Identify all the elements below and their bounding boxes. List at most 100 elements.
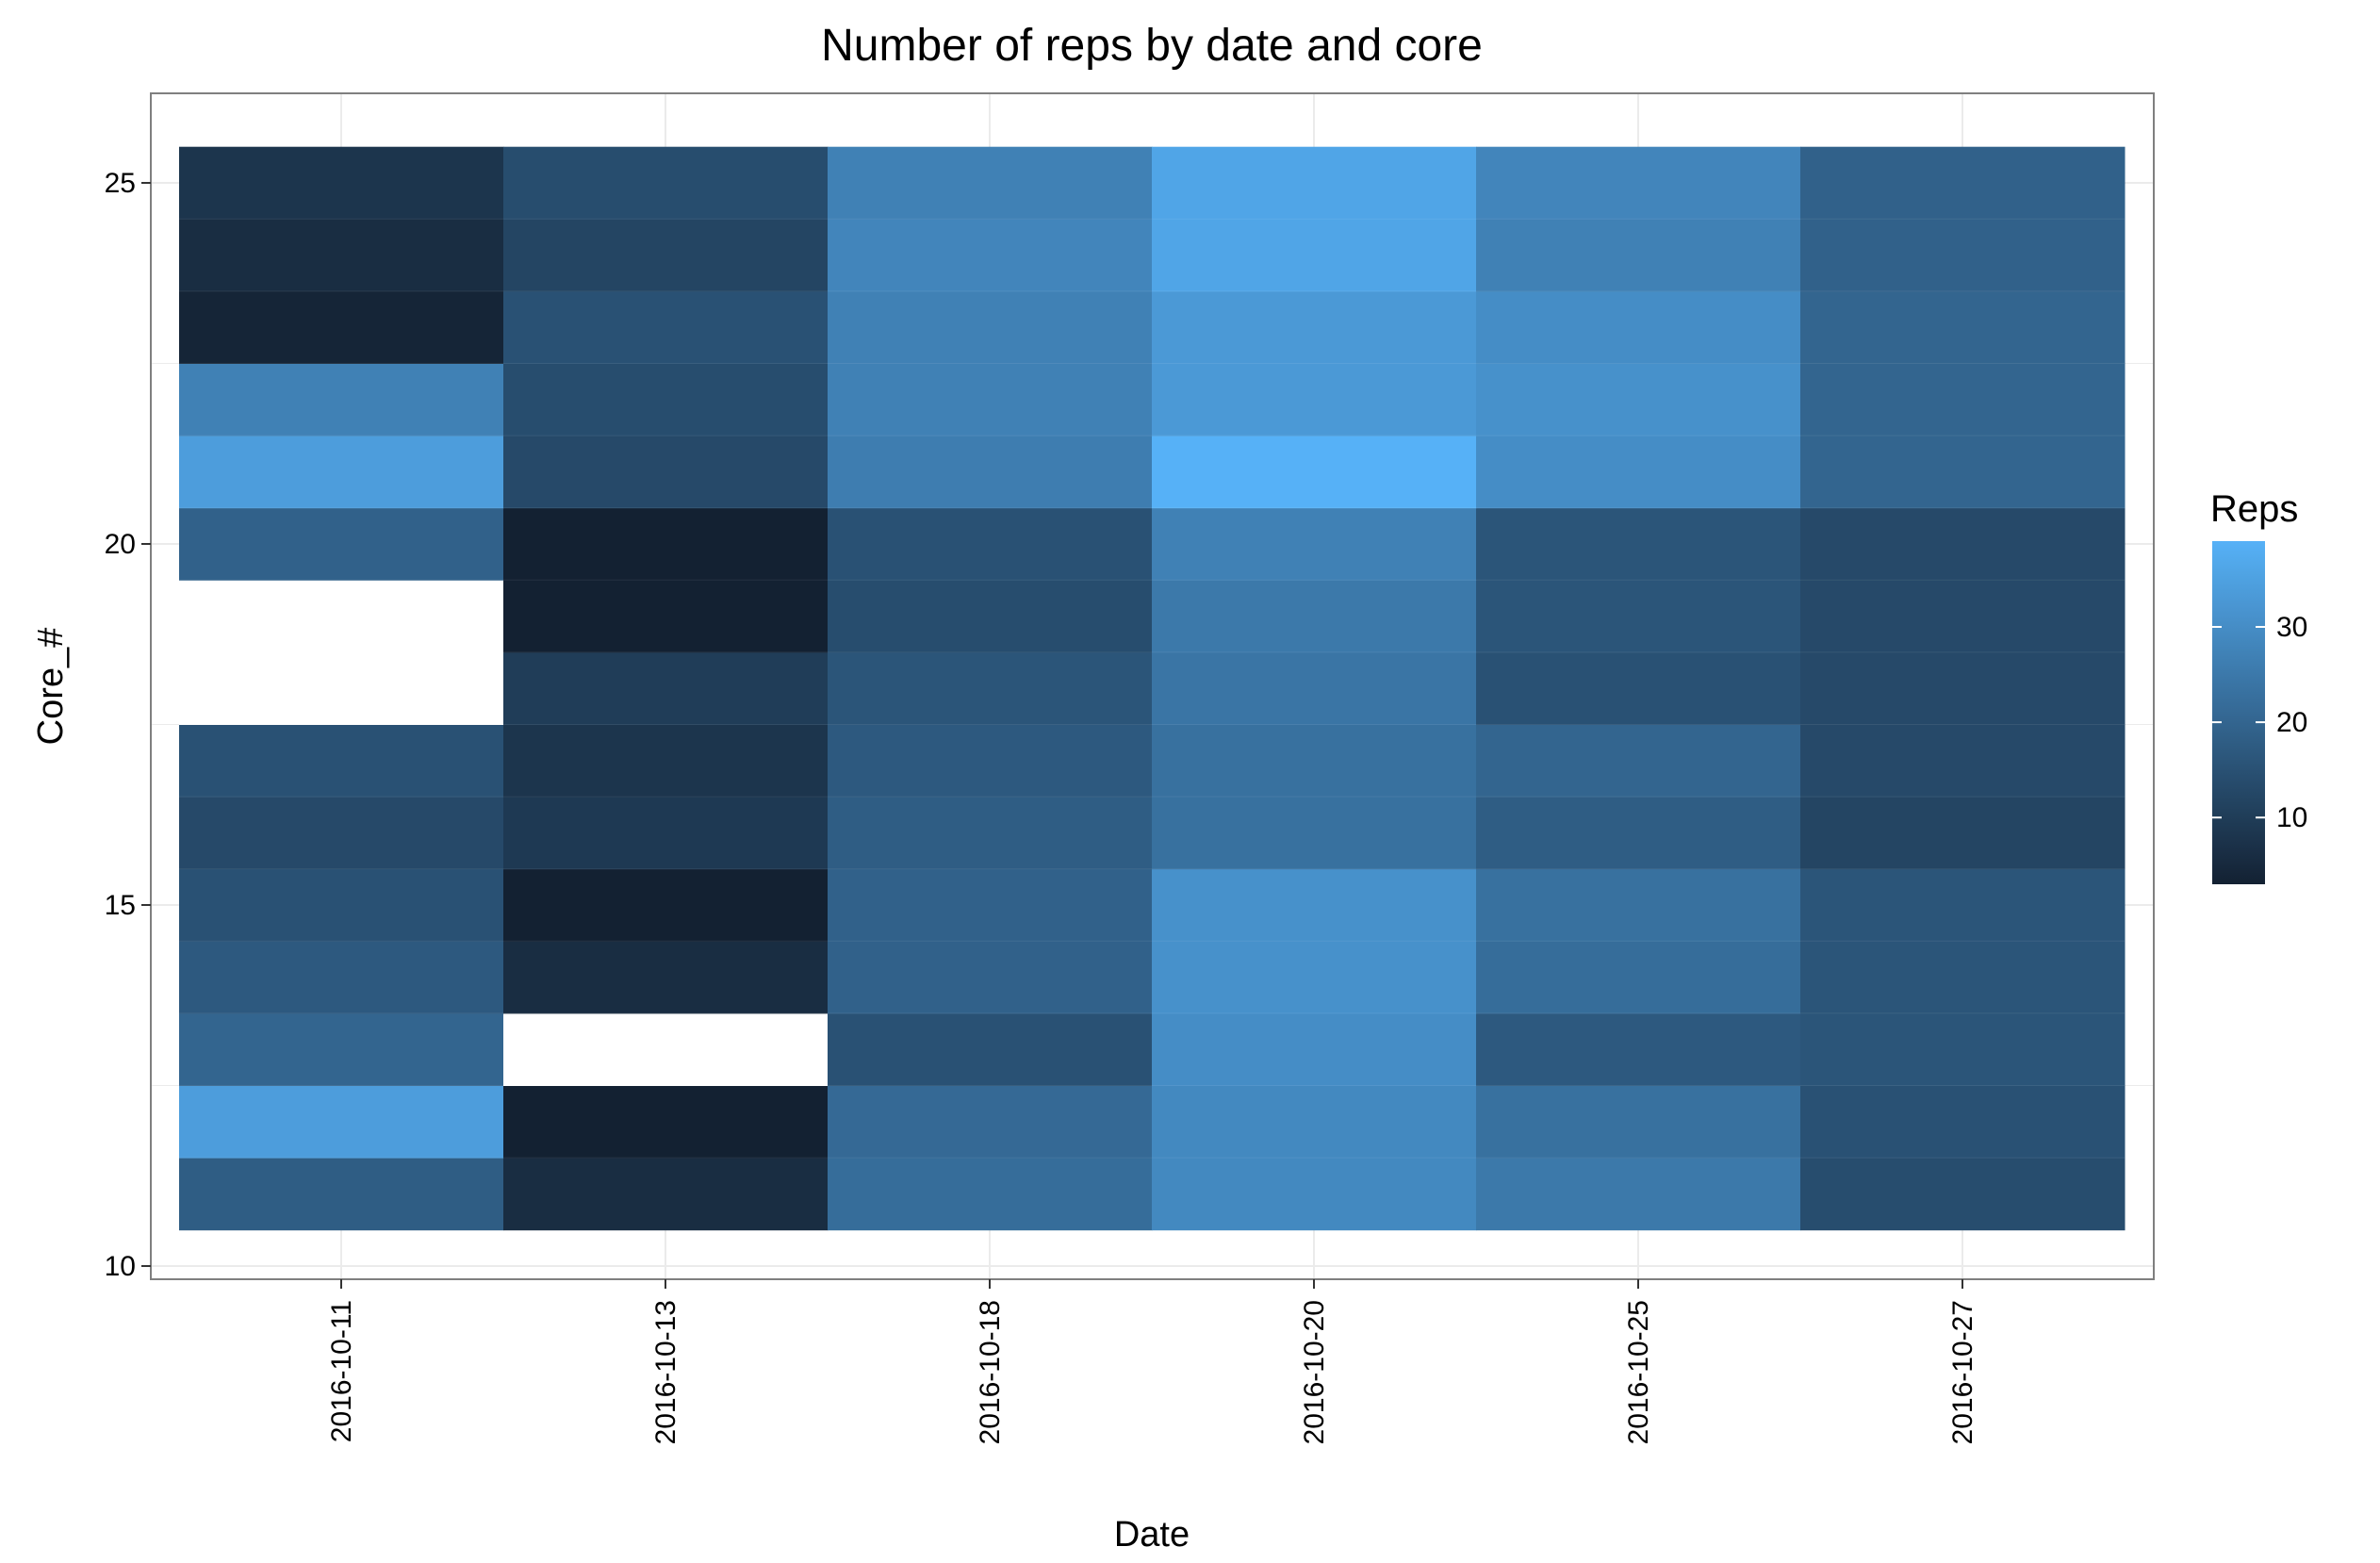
heatmap-cell <box>1152 941 1477 1014</box>
y-axis-title: Core_# <box>31 628 71 746</box>
chart-title: Number of reps by date and core <box>821 21 1483 71</box>
heatmap-cell <box>503 1158 829 1231</box>
x-tick-label: 2016-10-18 <box>975 1300 1006 1444</box>
heatmap-cell <box>828 436 1153 509</box>
x-axis: 2016-10-11 2016-10-13 2016-10-18 2016-10-20… <box>326 1279 1978 1444</box>
heatmap-cell <box>1152 290 1477 364</box>
heatmap-cell <box>1476 436 1801 509</box>
heatmap-cell <box>503 363 829 436</box>
heatmap-cell <box>1152 146 1477 220</box>
heatmap-cell <box>503 219 829 292</box>
heatmap-cell <box>1476 1012 1801 1086</box>
heatmap-cell <box>503 797 829 870</box>
heatmap-cell <box>503 1012 829 1086</box>
heatmap-cell <box>1800 363 2126 436</box>
heatmap-cell <box>1476 219 1801 292</box>
x-tick-label: 2016-10-20 <box>1299 1300 1330 1444</box>
x-tick-label: 2016-10-13 <box>650 1300 681 1444</box>
heatmap-cell <box>1152 1158 1477 1231</box>
heatmap-cell <box>1476 363 1801 436</box>
heatmap-cell <box>1476 941 1801 1014</box>
legend-tick-label: 30 <box>2276 612 2307 643</box>
legend: Reps 10 20 30 <box>2210 488 2307 884</box>
heatmap-cell <box>828 219 1153 292</box>
heatmap-cell <box>828 363 1153 436</box>
heatmap-cell <box>179 290 504 364</box>
heatmap-cell <box>828 724 1153 798</box>
heatmap-cell <box>1476 868 1801 942</box>
heatmap-cell <box>1800 941 2126 1014</box>
heatmap-cell <box>1152 797 1477 870</box>
heatmap-cell <box>179 724 504 798</box>
heatmap-cell <box>1476 1158 1801 1231</box>
heatmap-cell <box>503 507 829 581</box>
heatmap-cell <box>179 1158 504 1231</box>
heatmap-cell <box>1800 868 2126 942</box>
legend-tick-label: 20 <box>2276 707 2307 738</box>
heatmap-cell <box>828 1012 1153 1086</box>
legend-ticks: 10 20 30 <box>2212 612 2307 833</box>
heatmap-cell <box>179 797 504 870</box>
heatmap-cell <box>1800 797 2126 870</box>
heatmap-cell <box>1152 1012 1477 1086</box>
heatmap-cell <box>1800 146 2126 220</box>
heatmap-cell <box>1476 290 1801 364</box>
x-tick-label: 2016-10-11 <box>326 1300 357 1442</box>
heatmap-cell <box>179 436 504 509</box>
heatmap-cell <box>1152 436 1477 509</box>
heatmap-cell <box>179 580 504 653</box>
heatmap-cell <box>179 941 504 1014</box>
heatmap-cell <box>1800 724 2126 798</box>
y-tick-label: 25 <box>105 168 136 199</box>
heatmap-cell <box>1476 797 1801 870</box>
heatmap-cell <box>1476 146 1801 220</box>
heatmap-cell <box>1476 651 1801 725</box>
heatmap-cell <box>828 868 1153 942</box>
heatmap-cell <box>1476 724 1801 798</box>
heatmap-cell <box>1152 651 1477 725</box>
heatmap-cell <box>1476 507 1801 581</box>
heatmap-cell <box>828 580 1153 653</box>
heatmap-cell <box>503 941 829 1014</box>
heatmap-cell <box>1800 580 2126 653</box>
heatmap-cell <box>1800 1012 2126 1086</box>
heatmap-cell <box>1800 1085 2126 1159</box>
heatmap-cell <box>1800 507 2126 581</box>
heatmap-cell <box>1152 724 1477 798</box>
heatmap-cell <box>828 1158 1153 1231</box>
heatmap-cell <box>828 290 1153 364</box>
heatmap-cell <box>1152 1085 1477 1159</box>
heatmap-cell <box>503 724 829 798</box>
y-axis: 10 15 20 25 <box>105 168 151 1282</box>
heatmap-cell <box>828 797 1153 870</box>
y-tick-label: 10 <box>105 1251 136 1282</box>
heatmap-cell <box>503 436 829 509</box>
heatmap-cell <box>179 507 504 581</box>
heatmap-cell <box>1800 436 2126 509</box>
heatmap-cell <box>828 507 1153 581</box>
heatmap-cell <box>1152 868 1477 942</box>
heatmap-cell <box>503 290 829 364</box>
heatmap-cell <box>179 868 504 942</box>
heatmap-cell <box>503 868 829 942</box>
heatmap-cell <box>503 146 829 220</box>
heatmap-cell <box>179 219 504 292</box>
heatmap-cell <box>828 941 1153 1014</box>
x-tick-label: 2016-10-27 <box>1947 1300 1978 1444</box>
heatmap-cell <box>1800 651 2126 725</box>
legend-tick-label: 10 <box>2276 802 2307 833</box>
legend-colorbar <box>2212 541 2265 884</box>
heatmap-cell <box>179 363 504 436</box>
heatmap-cell <box>179 1012 504 1086</box>
y-tick-label: 20 <box>105 529 136 560</box>
heatmap-cell <box>1476 580 1801 653</box>
x-tick-label: 2016-10-25 <box>1623 1300 1654 1444</box>
heatmap-cell <box>1152 363 1477 436</box>
heatmap-cell <box>179 146 504 220</box>
plot-border <box>150 92 2155 1280</box>
heatmap-cell <box>503 651 829 725</box>
heatmap-cell <box>1152 219 1477 292</box>
x-axis-title: Date <box>1114 1515 1190 1555</box>
heatmap-cell <box>828 651 1153 725</box>
